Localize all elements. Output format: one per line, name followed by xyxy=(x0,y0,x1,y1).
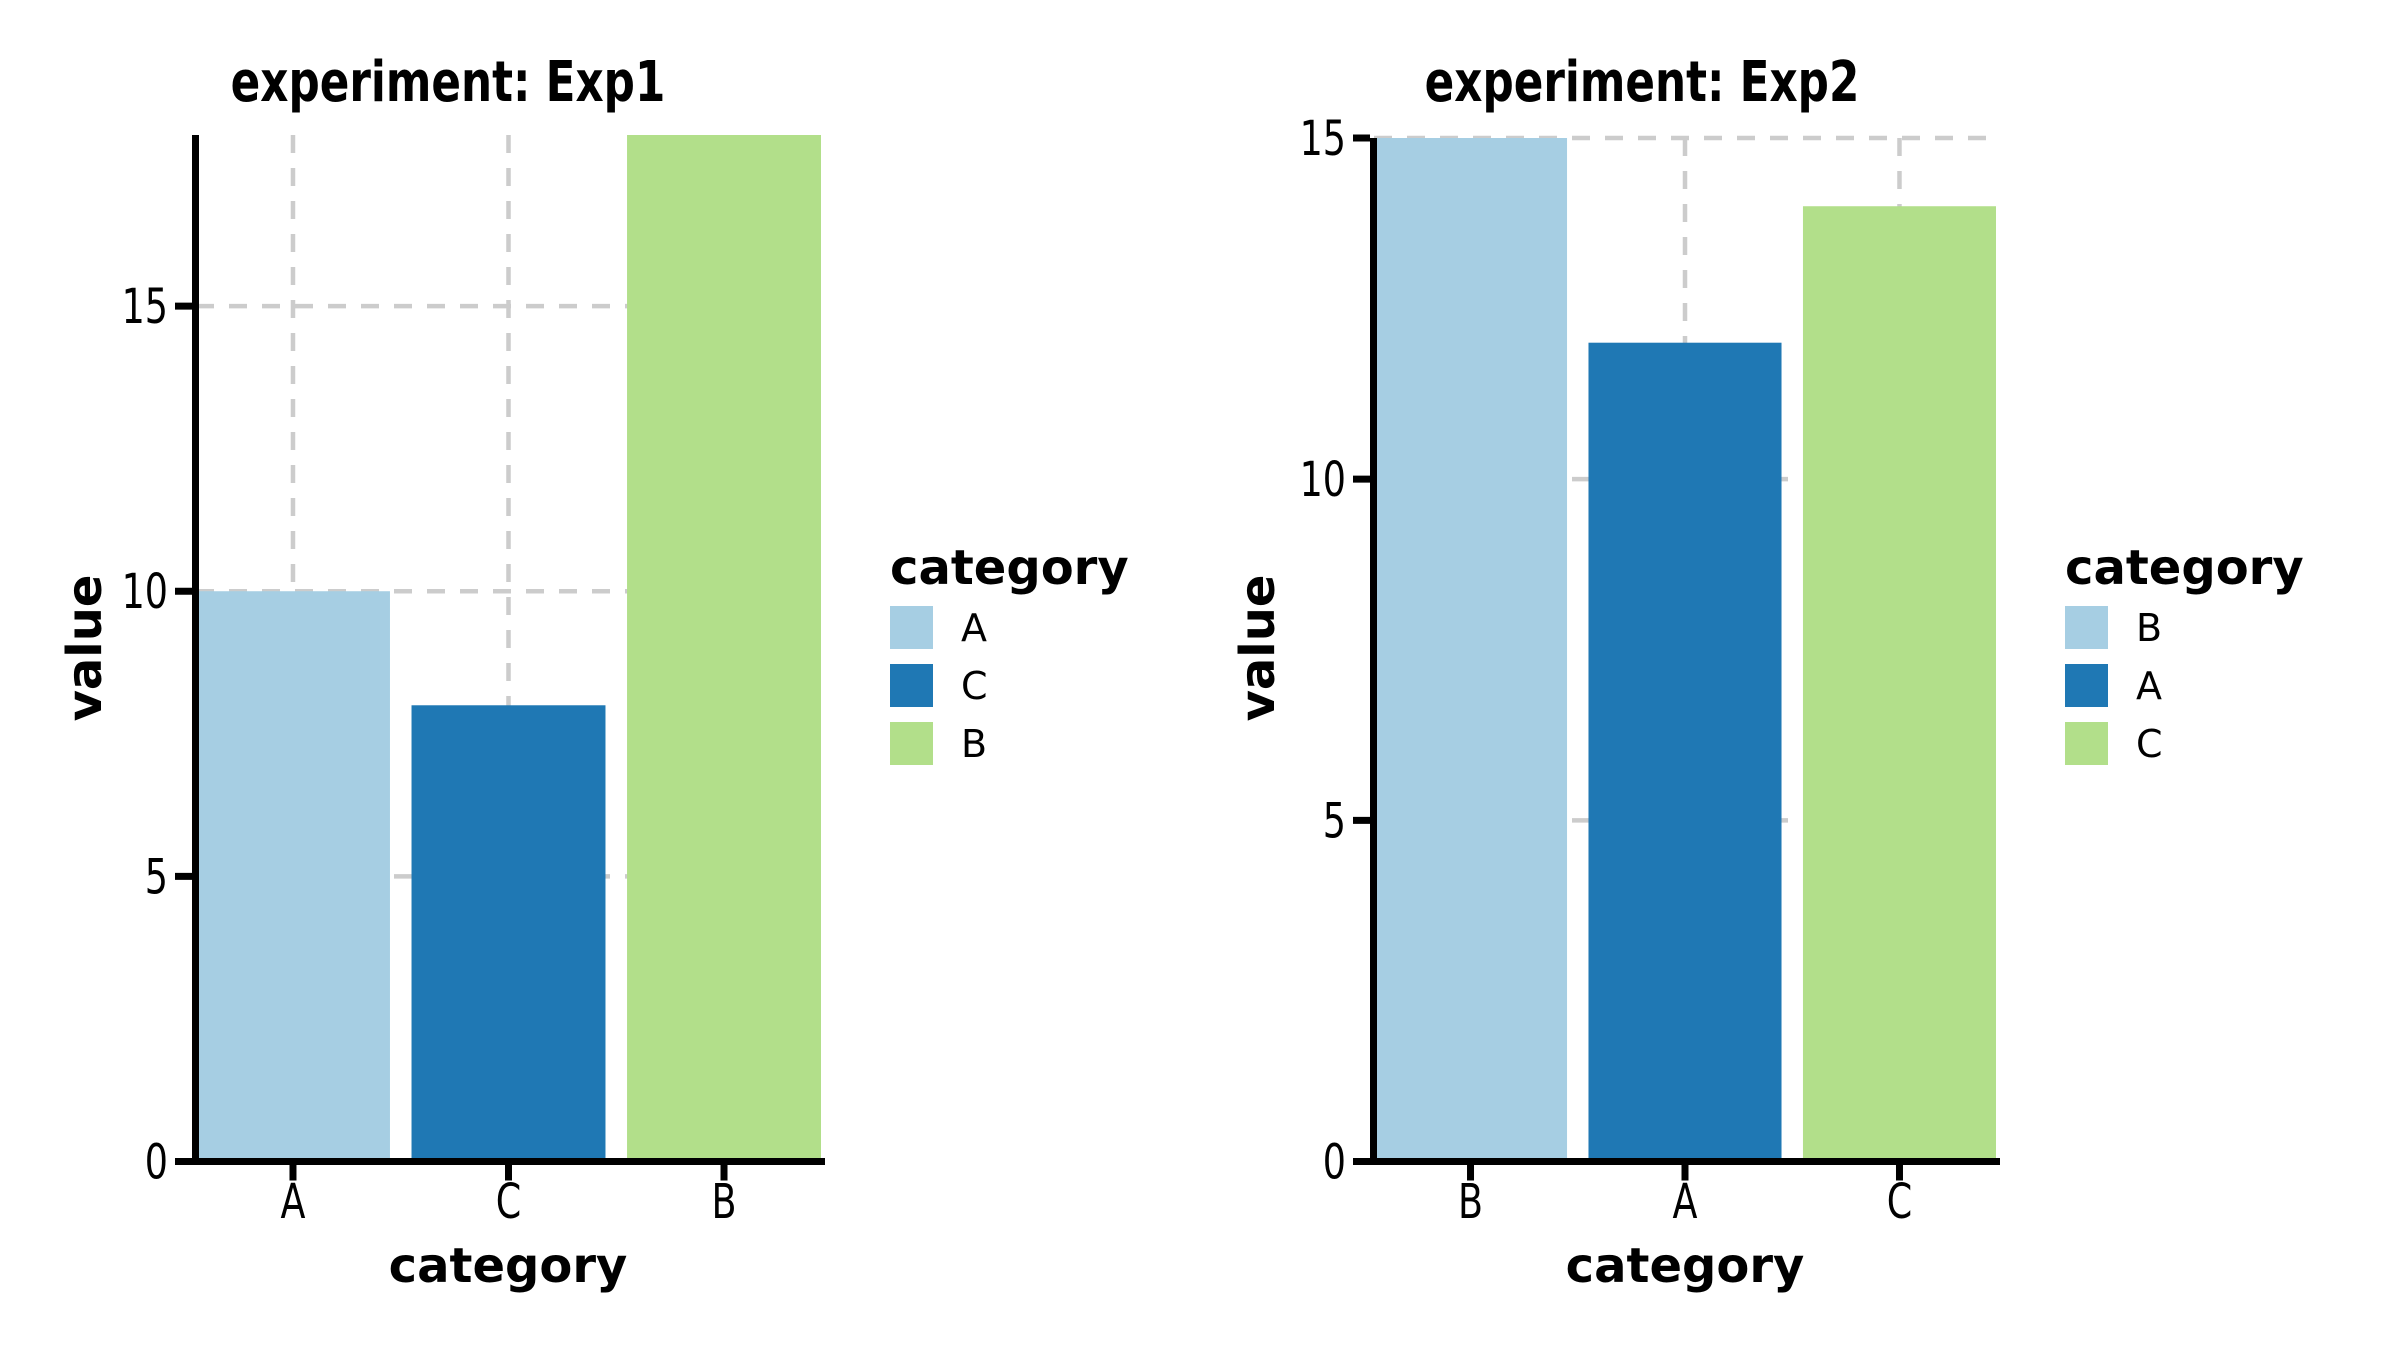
legend-swatch xyxy=(890,722,933,765)
legend-entry: A xyxy=(890,606,1210,649)
bar-C xyxy=(411,705,606,1162)
facet2-title-text: experiment: Exp2 xyxy=(1424,50,1860,115)
legend-entry: A xyxy=(2065,664,2385,707)
legend-swatch xyxy=(890,606,933,649)
legend-entry: B xyxy=(890,722,1210,765)
facet2-y-axis-label: value xyxy=(1230,574,1286,722)
x-tick-label: A xyxy=(281,1174,306,1230)
legend-entry-label: A xyxy=(961,605,987,650)
y-tick-label: 5 xyxy=(1323,793,1346,849)
x-tick-label: B xyxy=(1458,1174,1483,1230)
x-tick-label: C xyxy=(496,1174,521,1230)
legend-entry-label: A xyxy=(2136,663,2162,708)
facet2-x-axis-label: category xyxy=(1565,1238,1805,1294)
bar-A xyxy=(196,591,390,1162)
y-tick-label: 5 xyxy=(145,849,168,905)
y-tick-label: 10 xyxy=(1300,452,1346,508)
legend-swatch xyxy=(2065,664,2108,707)
facet2-legend-title: category xyxy=(2065,540,2304,596)
x-tick-label: B xyxy=(712,1174,737,1230)
facet1-title: experiment: Exp1 xyxy=(169,50,726,115)
legend-entry-label: C xyxy=(2136,721,2163,766)
facet1-legend: category A C B xyxy=(890,540,1210,780)
facet1-x-axis-label: category xyxy=(388,1238,628,1294)
legend-entry: C xyxy=(2065,722,2385,765)
legend-entry-label: B xyxy=(2136,605,2163,650)
legend-entry: B xyxy=(2065,606,2385,649)
legend-entry: C xyxy=(890,664,1210,707)
legend-swatch xyxy=(2065,606,2108,649)
x-tick-label: C xyxy=(1887,1174,1912,1230)
y-tick-label: 0 xyxy=(1323,1135,1346,1191)
y-tick-label: 15 xyxy=(1300,111,1346,167)
legend-swatch xyxy=(890,664,933,707)
facet1-y-axis-label: value xyxy=(57,574,113,722)
bar-B xyxy=(1374,138,1568,1162)
bar-C xyxy=(1802,206,1996,1162)
y-tick-label: 10 xyxy=(122,564,168,620)
legend-entry-label: C xyxy=(961,663,988,708)
facet1-legend-title: category xyxy=(890,540,1129,596)
y-tick-label: 0 xyxy=(145,1135,168,1191)
bar-A xyxy=(1588,342,1782,1162)
x-tick-label: A xyxy=(1673,1174,1698,1230)
legend-swatch xyxy=(2065,722,2108,765)
bar-B xyxy=(627,135,821,1162)
facet2-legend: category B A C xyxy=(2065,540,2385,780)
facet2-title: experiment: Exp2 xyxy=(1363,50,1920,115)
y-tick-label: 15 xyxy=(122,279,168,335)
legend-entry-label: B xyxy=(961,721,988,766)
facet1-title-text: experiment: Exp1 xyxy=(230,50,666,115)
